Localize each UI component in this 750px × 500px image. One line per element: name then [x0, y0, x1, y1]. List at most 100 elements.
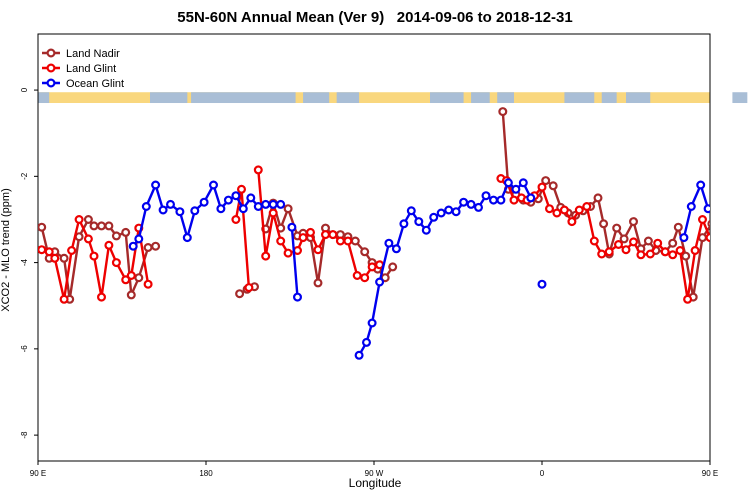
- data-point-land-glint: [636, 250, 646, 260]
- data-point-land-glint: [621, 245, 631, 255]
- data-point-land-glint: [367, 262, 377, 272]
- data-point-ocean-glint: [496, 195, 506, 205]
- data-point-land-nadir: [235, 289, 245, 299]
- data-point-land-nadir: [612, 223, 622, 233]
- data-point-land-nadir: [143, 243, 153, 253]
- y-tick-label: -6: [20, 345, 29, 353]
- land-mask-band: [38, 92, 748, 104]
- series-layer: [38, 107, 750, 360]
- data-point-land-glint: [705, 233, 710, 243]
- series-line-land-nadir: [501, 111, 710, 299]
- data-point-land-nadir: [126, 290, 136, 300]
- legend-label: Ocean Glint: [66, 78, 124, 90]
- data-point-land-glint: [645, 249, 655, 259]
- data-point-land-glint: [746, 280, 750, 287]
- data-point-land-nadir: [668, 238, 678, 248]
- data-point-land-nadir: [121, 227, 131, 237]
- data-point-land-glint: [360, 273, 370, 283]
- data-point-land-nadir: [735, 216, 742, 223]
- data-point-land-glint: [74, 215, 84, 225]
- legend-swatch-marker: [46, 48, 56, 58]
- x-tick-label: 90 E: [30, 469, 46, 478]
- data-point-ocean-glint: [720, 210, 727, 217]
- data-point-ocean-glint: [511, 184, 521, 194]
- data-point-ocean-glint: [158, 205, 168, 215]
- data-point-land-glint: [697, 215, 707, 225]
- data-point-ocean-glint: [421, 225, 431, 235]
- data-point-ocean-glint: [134, 234, 144, 244]
- legend-label: Land Glint: [66, 63, 116, 75]
- data-point-ocean-glint: [733, 210, 740, 217]
- data-point-land-glint: [690, 246, 700, 256]
- data-point-land-glint: [668, 250, 678, 260]
- data-point-land-nadir: [350, 236, 360, 246]
- data-point-ocean-glint: [466, 199, 476, 209]
- data-point-ocean-glint: [686, 202, 696, 212]
- legend-swatch-marker: [46, 63, 56, 73]
- data-point-ocean-glint: [474, 202, 484, 212]
- data-point-land-nadir: [111, 231, 121, 241]
- data-point-ocean-glint: [190, 206, 200, 216]
- ocean-patch: [497, 92, 514, 104]
- data-point-land-nadir: [96, 221, 106, 231]
- data-point-land-nadir: [742, 290, 749, 297]
- data-point-land-glint: [544, 204, 554, 214]
- data-point-ocean-glint: [725, 234, 732, 241]
- chart-title: 55N-60N Annual Mean (Ver 9) 2014-09-06 t…: [177, 9, 573, 26]
- legend-label: Land Nadir: [66, 48, 120, 60]
- data-point-ocean-glint: [246, 193, 256, 203]
- data-point-ocean-glint: [238, 204, 248, 214]
- data-point-land-nadir: [593, 193, 603, 203]
- data-point-ocean-glint: [216, 204, 226, 214]
- ocean-patch: [38, 92, 50, 104]
- data-point-land-glint: [253, 165, 263, 175]
- data-point-land-nadir: [599, 219, 609, 229]
- ocean-patch: [601, 92, 617, 104]
- data-point-land-glint: [38, 245, 47, 255]
- data-point-land-glint: [675, 246, 685, 256]
- data-point-land-nadir: [643, 236, 653, 246]
- data-point-ocean-glint: [375, 277, 385, 287]
- series-land-glint: [38, 165, 750, 304]
- data-point-ocean-glint: [712, 201, 719, 208]
- y-tick-label: -8: [20, 431, 29, 439]
- data-point-land-nadir: [716, 220, 723, 227]
- data-point-land-nadir: [707, 219, 710, 228]
- data-point-ocean-glint: [287, 222, 297, 232]
- data-point-land-glint: [552, 208, 562, 218]
- data-point-land-nadir: [628, 217, 638, 227]
- ocean-patch: [336, 92, 360, 104]
- data-point-land-glint: [738, 264, 745, 271]
- legend: Land Nadir Land Glint Ocean Glint: [42, 48, 124, 90]
- data-point-land-glint: [582, 202, 592, 212]
- data-point-land-glint: [723, 294, 730, 301]
- data-point-land-glint: [44, 247, 54, 257]
- data-point-land-glint: [604, 247, 614, 257]
- data-point-land-glint: [283, 248, 293, 258]
- data-point-land-glint: [104, 240, 114, 250]
- data-point-land-glint: [559, 205, 569, 215]
- data-point-ocean-glint: [276, 199, 286, 209]
- ocean-patch: [471, 92, 490, 104]
- data-point-ocean-glint: [209, 180, 219, 190]
- x-tick-label: 90 E: [702, 469, 718, 478]
- series-line-ocean-glint: [290, 227, 299, 298]
- x-axis: 90 E 180 90 W 0 90 E: [30, 461, 718, 478]
- data-point-ocean-glint: [481, 191, 491, 201]
- data-point-ocean-glint: [199, 197, 209, 207]
- data-point-ocean-glint: [391, 244, 401, 254]
- data-point-ocean-glint: [141, 202, 151, 212]
- data-point-land-nadir: [283, 204, 293, 214]
- data-point-land-glint: [276, 236, 286, 246]
- data-point-land-glint: [126, 271, 136, 281]
- data-point-land-nadir: [89, 221, 99, 231]
- data-point-ocean-glint: [268, 199, 278, 209]
- data-point-ocean-glint: [231, 191, 241, 201]
- data-point-land-glint: [660, 247, 670, 257]
- y-tick-label: -4: [20, 258, 29, 266]
- data-point-land-glint: [597, 249, 607, 259]
- data-point-ocean-glint: [526, 193, 536, 203]
- data-point-ocean-glint: [429, 212, 439, 222]
- ocean-patch: [564, 92, 595, 104]
